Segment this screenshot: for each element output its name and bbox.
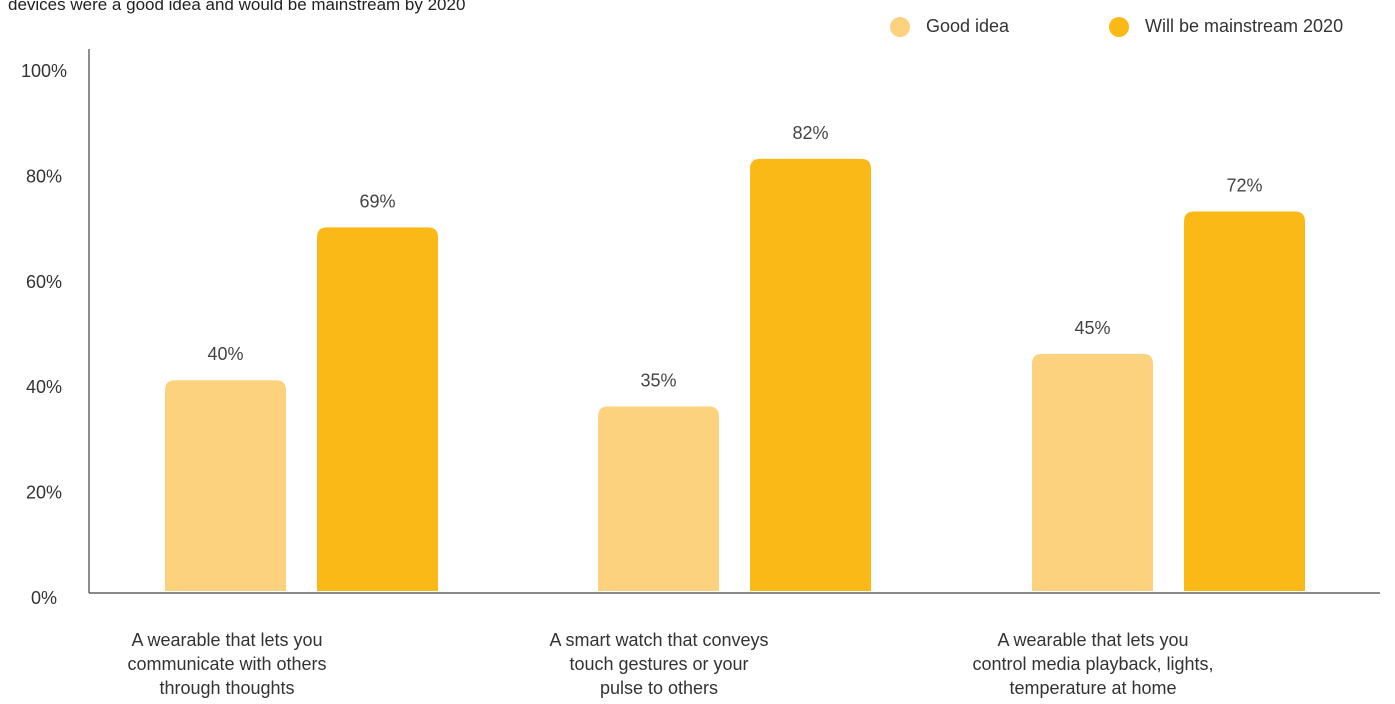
category-label-3-line-3: temperature at home [1009,678,1177,698]
category-label-3: A wearable that lets you control media p… [928,628,1258,700]
legend-swatch-good-idea [890,16,910,37]
category-label-2-line-3: pulse to others [599,678,719,698]
bar-good-idea-3 [1032,353,1153,591]
bars [165,158,1305,592]
y-tick-label-0: 0% [31,588,57,608]
legend-swatch-mainstream-2020 [1109,16,1129,37]
category-label-2-line-1: A smart watch that conveys [549,630,769,650]
y-axis-ticks: 0% 20% 40% 60% 80% 100% [21,61,67,608]
category-label-2: A smart watch that conveys touch gesture… [494,628,824,700]
value-label-mainstream-2020-2: 82% [792,123,828,143]
legend-item-mainstream-2020: Will be mainstream 2020 [1109,16,1343,37]
chart-title: devices were a good idea and would be ma… [8,0,728,15]
y-tick-label-20: 20% [26,483,62,503]
axes [88,49,1380,594]
category-label-3-line-2: control media playback, lights, [972,654,1214,674]
category-label-1: A wearable that lets you communicate wit… [62,628,392,700]
value-label-mainstream-2020-3: 72% [1226,176,1262,196]
value-label-mainstream-2020-1: 69% [359,191,395,211]
category-label-1-line-3: through thoughts [159,678,295,698]
legend-item-good-idea: Good idea [890,16,1009,37]
chart-title-line-2: devices were a good idea and would be ma… [8,0,466,14]
bar-good-idea-2 [598,406,719,591]
bar-good-idea-1 [165,380,286,591]
y-tick-label-60: 60% [26,272,62,292]
bar-mainstream-2020-3 [1184,211,1305,591]
value-label-good-idea-2: 35% [640,371,676,391]
category-label-2-line-2: touch gestures or your [569,654,749,674]
value-labels: 40% 35% 45% 69% 82% 72% [207,123,1262,391]
legend-label-mainstream-2020: Will be mainstream 2020 [1145,16,1344,36]
y-tick-label-100: 100% [21,61,67,81]
category-label-1-line-1: A wearable that lets you [131,630,323,650]
y-tick-label-80: 80% [26,166,62,186]
category-label-3-line-1: A wearable that lets you [997,630,1189,650]
value-label-good-idea-1: 40% [207,344,243,364]
value-label-good-idea-3: 45% [1074,318,1110,338]
bar-mainstream-2020-1 [317,227,438,591]
bar-mainstream-2020-2 [750,158,871,592]
y-tick-label-40: 40% [26,377,62,397]
legend-label-good-idea: Good idea [926,16,1010,36]
category-label-1-line-2: communicate with others [127,654,327,674]
